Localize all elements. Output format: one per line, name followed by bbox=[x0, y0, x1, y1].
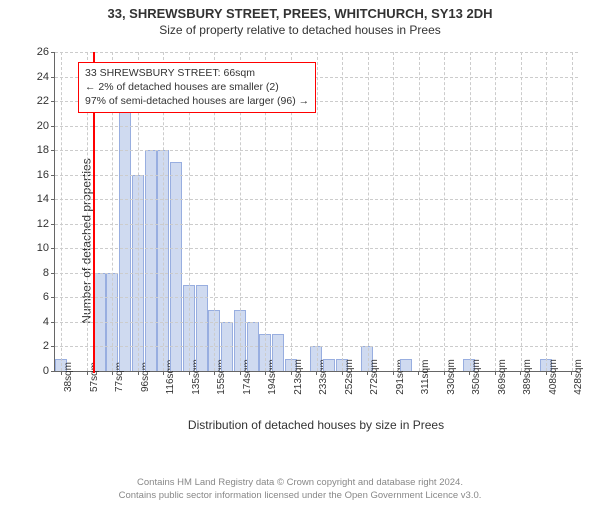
y-tick-label: 20 bbox=[37, 120, 55, 132]
y-tick-label: 10 bbox=[37, 242, 55, 254]
y-tick-label: 24 bbox=[37, 71, 55, 83]
gridline-vertical bbox=[521, 52, 522, 371]
marker-callout: 33 SHREWSBURY STREET: 66sqm ← 2% of deta… bbox=[78, 62, 316, 113]
chart-container: Number of detached properties 38sqm57sqm… bbox=[0, 46, 600, 436]
bar-slot bbox=[348, 52, 361, 371]
footer-line-1: Contains HM Land Registry data © Crown c… bbox=[0, 477, 600, 489]
gridline-vertical bbox=[393, 52, 394, 371]
x-axis-label: Distribution of detached houses by size … bbox=[54, 418, 578, 432]
bar-slot bbox=[374, 52, 387, 371]
gridline-vertical bbox=[368, 52, 369, 371]
y-tick-label: 14 bbox=[37, 193, 55, 205]
gridline-vertical bbox=[444, 52, 445, 371]
y-tick-label: 18 bbox=[37, 144, 55, 156]
y-tick-label: 8 bbox=[43, 267, 55, 279]
y-tick-label: 12 bbox=[37, 218, 55, 230]
gridline-vertical bbox=[495, 52, 496, 371]
gridline-vertical bbox=[572, 52, 573, 371]
y-tick-label: 26 bbox=[37, 46, 55, 58]
bar-slot bbox=[501, 52, 514, 371]
callout-line-2: ← 2% of detached houses are smaller (2) bbox=[85, 80, 309, 94]
gridline-vertical bbox=[317, 52, 318, 371]
bar-slot bbox=[323, 52, 336, 371]
y-tick-label: 6 bbox=[43, 291, 55, 303]
bar-slot bbox=[476, 52, 489, 371]
gridline-vertical bbox=[470, 52, 471, 371]
bar-slot bbox=[527, 52, 540, 371]
y-tick-label: 4 bbox=[43, 316, 55, 328]
y-tick-label: 16 bbox=[37, 169, 55, 181]
footer-line-2: Contains public sector information licen… bbox=[0, 490, 600, 502]
histogram-bar bbox=[272, 334, 284, 371]
bar-slot bbox=[399, 52, 412, 371]
histogram-bar bbox=[119, 101, 131, 371]
x-tick-label: 428sqm bbox=[571, 359, 584, 395]
chart-title-main: 33, SHREWSBURY STREET, PREES, WHITCHURCH… bbox=[0, 6, 600, 21]
gridline-vertical bbox=[546, 52, 547, 371]
histogram-bar bbox=[170, 162, 182, 371]
histogram-bar bbox=[323, 359, 335, 371]
callout-line-1: 33 SHREWSBURY STREET: 66sqm bbox=[85, 66, 309, 80]
y-tick-label: 0 bbox=[43, 365, 55, 377]
y-tick-label: 2 bbox=[43, 340, 55, 352]
gridline-vertical bbox=[61, 52, 62, 371]
gridline-vertical bbox=[342, 52, 343, 371]
bar-slot bbox=[552, 52, 565, 371]
callout-line-3: 97% of semi-detached houses are larger (… bbox=[85, 94, 309, 108]
bar-slot bbox=[450, 52, 463, 371]
footer-attribution: Contains HM Land Registry data © Crown c… bbox=[0, 477, 600, 502]
histogram-bar bbox=[400, 359, 412, 371]
y-tick-label: 22 bbox=[37, 95, 55, 107]
gridline-vertical bbox=[419, 52, 420, 371]
histogram-bar bbox=[145, 150, 157, 371]
bar-slot bbox=[425, 52, 438, 371]
chart-title-sub: Size of property relative to detached ho… bbox=[0, 23, 600, 37]
